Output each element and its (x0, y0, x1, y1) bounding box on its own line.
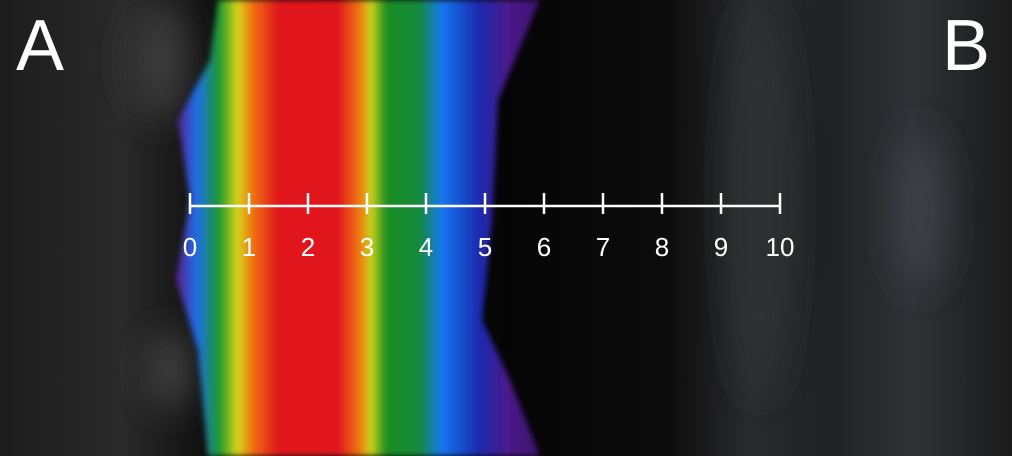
heat-band (176, 0, 540, 456)
scale-tick-label: 1 (242, 232, 256, 262)
panel-label: A (16, 6, 64, 86)
scale-tick-label: 10 (766, 232, 795, 262)
scale-tick-label: 5 (478, 232, 492, 262)
scale-tick-label: 0 (183, 232, 197, 262)
scale-tick-label: 9 (714, 232, 728, 262)
scale-bar: 0 1 2 3 4 5 6 7 8 9 10 (183, 193, 795, 262)
scale-tick-label: 3 (360, 232, 374, 262)
scale-tick-label: 2 (301, 232, 315, 262)
scale-tick-label: 4 (419, 232, 433, 262)
scale-tick-label: 8 (655, 232, 669, 262)
scale-tick-label: 6 (537, 232, 551, 262)
panel-label: B (942, 6, 990, 86)
background-texture (130, 0, 945, 410)
scale-tick-label: 7 (596, 232, 610, 262)
